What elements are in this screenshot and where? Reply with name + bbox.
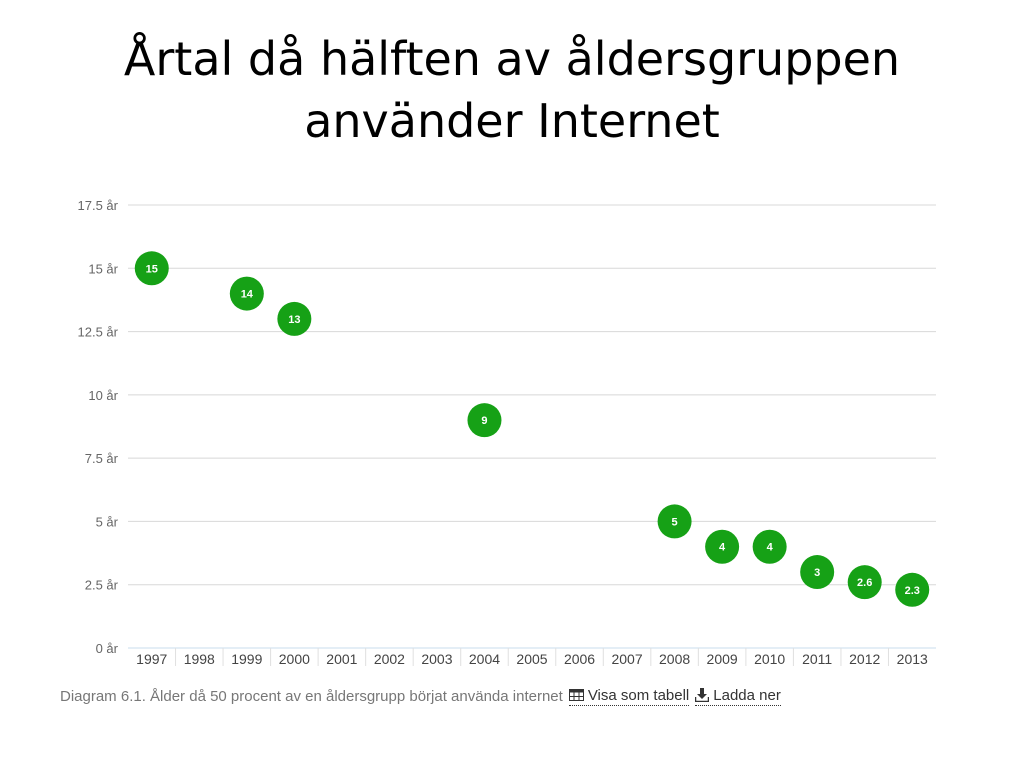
data-point [752,529,787,564]
slide-title: Årtal då hälften av åldersgruppen använd… [0,28,1024,152]
data-point [657,504,692,539]
data-label: 9 [481,415,487,427]
x-tick-label: 1999 [231,651,262,667]
y-tick-label: 7.5 år [85,451,119,466]
data-point [847,565,882,600]
data-label: 3 [814,567,820,579]
view-as-table-link[interactable]: Visa som tabell [568,686,690,706]
data-point [895,572,930,607]
x-tick-label: 1997 [136,651,167,667]
y-tick-label: 10 år [88,388,118,403]
data-point [467,403,502,438]
x-tick-label: 2012 [849,651,880,667]
download-label: Ladda ner [713,686,781,704]
data-point [705,529,740,564]
chart-caption: Diagram 6.1. Ålder då 50 procent av en å… [60,687,563,705]
chart-caption-row: Diagram 6.1. Ålder då 50 procent av en å… [60,684,781,708]
y-tick-label: 15 år [88,261,118,276]
x-tick-label: 2000 [279,651,310,667]
download-link[interactable]: Ladda ner [695,687,781,706]
y-tick-label: 0 år [96,641,119,656]
x-tick-label: 2005 [516,651,547,667]
x-tick-label: 2003 [421,651,452,667]
x-tick-label: 2013 [897,651,928,667]
y-tick-label: 5 år [96,514,119,529]
data-label: 4 [719,542,726,554]
x-tick-label: 2006 [564,651,595,667]
data-point [800,555,835,590]
x-tick-label: 2009 [707,651,738,667]
data-label: 13 [288,314,300,326]
view-as-table-label: Visa som tabell [587,686,690,704]
x-tick-label: 2001 [326,651,357,667]
data-label: 14 [241,289,254,301]
x-tick-label: 2007 [611,651,642,667]
data-label: 2.6 [857,577,872,589]
data-label: 2.3 [905,585,920,597]
data-label: 4 [767,542,774,554]
data-label: 15 [146,263,158,275]
x-tick-label: 2011 [802,651,832,667]
y-tick-label: 12.5 år [78,325,119,340]
slide-title-line-2: använder Internet [304,94,720,148]
x-tick-label: 2004 [469,651,500,667]
download-icon [695,688,710,702]
y-tick-label: 17.5 år [78,198,119,213]
table-icon [568,689,584,701]
y-tick-label: 2.5 år [85,578,119,593]
x-tick-label: 2008 [659,651,690,667]
x-tick-label: 2010 [754,651,785,667]
data-point [277,301,312,336]
data-label: 5 [672,516,678,528]
data-point [134,251,169,286]
x-tick-label: 2002 [374,651,405,667]
x-tick-label: 1998 [184,651,215,667]
data-point [229,276,264,311]
slide-title-line-1: Årtal då hälften av åldersgruppen [123,32,901,86]
